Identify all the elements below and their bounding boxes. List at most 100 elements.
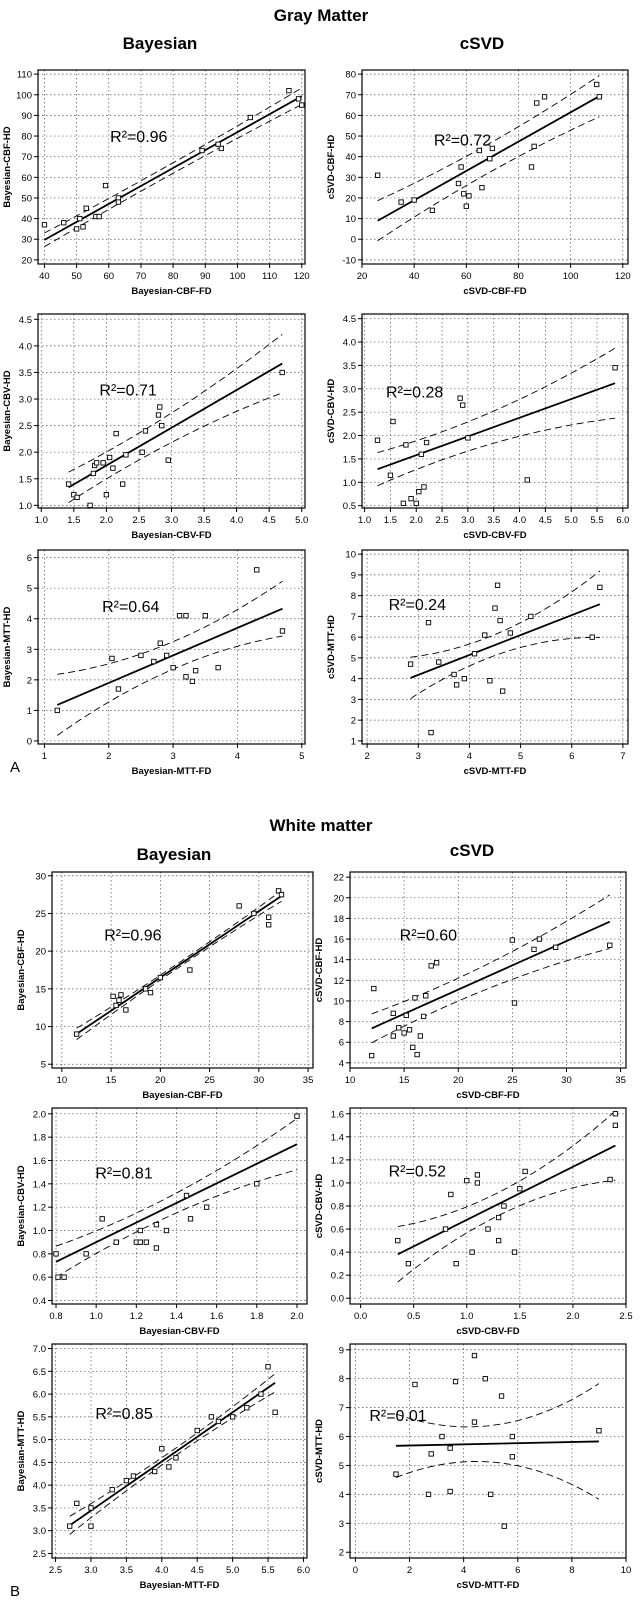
x-axis-label: cSVD-MTT-FD — [464, 766, 527, 777]
x-tick-label: 20 — [453, 1075, 464, 1086]
y-tick-label: 8 — [351, 591, 356, 602]
x-tick-label: 4 — [235, 751, 240, 762]
data-point — [130, 1473, 137, 1479]
x-tick-label: 40 — [409, 271, 420, 282]
y-tick-label: 1.0 — [19, 501, 32, 512]
x-tick-label: 1.6 — [210, 1311, 223, 1322]
data-point — [159, 1446, 165, 1452]
data-point — [279, 369, 285, 376]
x-tick-label: 30 — [254, 1075, 265, 1086]
y-tick-label: 20 — [345, 193, 356, 204]
y-tick-label: 3.5 — [19, 368, 32, 379]
data-point — [451, 671, 457, 678]
y-tick-label: 60 — [21, 173, 32, 184]
data-point — [421, 484, 427, 490]
y-tick-label: 5 — [339, 1461, 344, 1472]
data-point — [410, 1044, 416, 1051]
data-point — [448, 1191, 454, 1198]
data-point — [123, 452, 129, 458]
plot-frame — [361, 313, 629, 509]
x-tick-label: 70 — [136, 271, 147, 282]
y-tick-label: 12 — [333, 976, 344, 987]
data-point — [83, 1251, 89, 1257]
data-point — [254, 567, 260, 573]
x-tick-label: 6 — [569, 751, 574, 762]
x-tick-label: 100 — [230, 271, 246, 282]
x-tick-label: 2.0 — [100, 515, 113, 526]
y-tick-label: 0.4 — [331, 1248, 344, 1259]
x-tick-label: 10 — [621, 1565, 632, 1576]
data-point — [143, 1239, 150, 1245]
confidence-band-lower — [44, 104, 303, 248]
y-tick-label: 1 — [27, 706, 32, 717]
x-tick-label: 1.0 — [358, 515, 371, 526]
data-point — [453, 1260, 459, 1267]
x-tick-label: 3 — [416, 751, 421, 762]
r-squared-annotation: R²=0.81 — [95, 1166, 152, 1183]
x-tick-label: 1.5 — [513, 1311, 526, 1322]
data-point — [102, 182, 109, 189]
chart-3: 1.0 1.5 2.0 2.5 3.0 3.5 4.0 4.5 5.0 1.0 1.5 2.0 2.5 3… — [2, 313, 308, 541]
y-tick-label: 1.0 — [33, 1226, 46, 1237]
x-tick-label: 4 — [461, 1565, 466, 1576]
panel-label-a: A — [10, 759, 21, 776]
y-tick-label: 3.0 — [343, 384, 356, 395]
y-axis-label: Bayesian-CBV-HD — [2, 370, 13, 451]
data-point — [208, 1414, 215, 1420]
data-point — [218, 145, 225, 152]
fit-line — [69, 1382, 276, 1527]
y-tick-label: 3.5 — [33, 1503, 46, 1514]
data-point — [183, 1192, 190, 1199]
data-point — [509, 1433, 516, 1440]
x-axis-label: Bayesian-MTT-FD — [140, 1580, 220, 1591]
y-tick-label: 5 — [351, 653, 356, 664]
x-tick-label: 5.5 — [261, 1565, 274, 1576]
data-point — [90, 470, 97, 477]
y-tick-label: 4 — [351, 674, 356, 685]
chart-10: 0.0 0.5 1.0 1.5 2.0 2.5 0.0 0.2 0.4 0.6 0.8 1.0 1.2 1… — [314, 1107, 633, 1337]
data-point — [83, 205, 89, 211]
fit-line — [395, 1440, 599, 1447]
data-point — [612, 1111, 619, 1117]
y-tick-label: 0.6 — [33, 1273, 46, 1284]
x-tick-label: 80 — [168, 271, 179, 282]
data-point — [495, 1237, 502, 1244]
data-point — [61, 1274, 67, 1280]
data-point — [607, 942, 613, 948]
data-point — [265, 1364, 271, 1370]
data-point — [423, 439, 430, 446]
data-point — [474, 1180, 481, 1186]
data-point — [153, 1245, 160, 1251]
confidence-band-lower — [397, 1179, 616, 1283]
y-tick-label: 6 — [351, 633, 356, 644]
x-tick-label: 1.0 — [35, 515, 48, 526]
x-tick-label: 90 — [200, 271, 211, 282]
y-tick-label: 5 — [41, 1060, 46, 1071]
data-point — [164, 652, 170, 659]
y-tick-label: 1.6 — [331, 1109, 344, 1120]
x-tick-label: 6.0 — [297, 1565, 310, 1576]
confidence-band-lower — [377, 116, 600, 242]
y-tick-label: 14 — [333, 955, 344, 966]
data-point — [199, 147, 205, 154]
column-title-bayesian-white: Bayesian — [136, 845, 212, 864]
x-tick-label: 7 — [620, 751, 625, 762]
x-tick-label: 120 — [294, 271, 310, 282]
x-tick-label: 4.0 — [155, 1565, 168, 1576]
y-tick-label: 6 — [339, 1038, 344, 1049]
data-point — [165, 457, 171, 463]
data-point — [155, 412, 162, 418]
data-point — [254, 1181, 260, 1187]
x-tick-label: 6 — [515, 1565, 520, 1576]
y-tick-label: 10 — [345, 550, 356, 561]
x-tick-label: 3 — [170, 751, 175, 762]
confidence-band-lower — [57, 635, 283, 736]
data-point — [487, 678, 493, 684]
data-point — [390, 1033, 396, 1039]
data-point — [471, 651, 478, 657]
x-tick-label: 0 — [353, 1565, 358, 1576]
y-axis-label: Bayesian-CBF-HD — [16, 929, 27, 1010]
x-tick-label: 15 — [399, 1075, 410, 1086]
y-tick-label: 70 — [345, 90, 356, 101]
x-tick-label: 5 — [299, 751, 304, 762]
